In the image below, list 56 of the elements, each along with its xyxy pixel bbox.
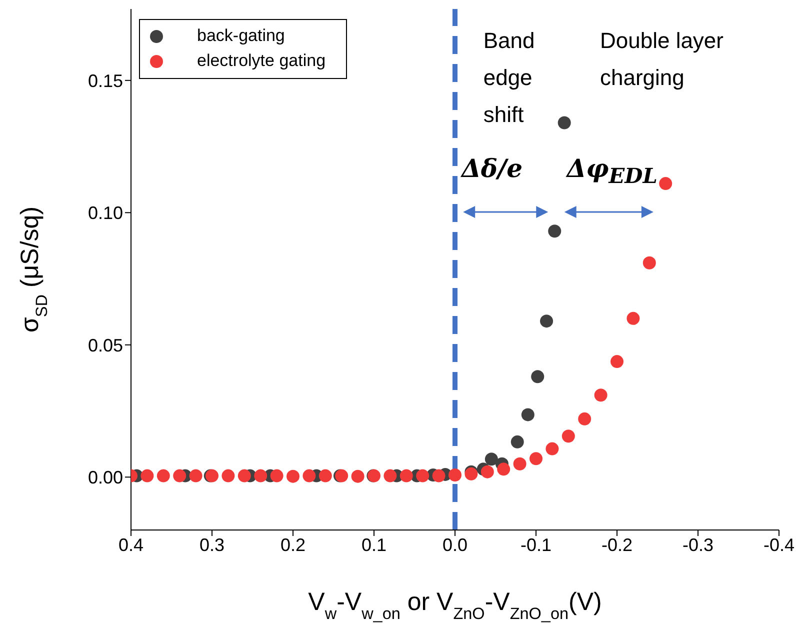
point [548, 224, 562, 238]
point [659, 177, 672, 190]
point [480, 465, 494, 478]
point [562, 430, 575, 443]
y-tick-label: 0.00 [88, 467, 123, 488]
point [302, 469, 316, 482]
point [642, 256, 656, 270]
point [318, 469, 332, 482]
annotation: Double layer charging [600, 27, 724, 92]
point [173, 469, 186, 482]
point [484, 452, 498, 466]
point [432, 469, 446, 482]
y-tick-label: 0.05 [88, 335, 123, 356]
point [448, 468, 462, 482]
x-tick-label: -0.4 [763, 534, 795, 555]
point [610, 355, 624, 368]
point [286, 470, 300, 483]
point [189, 469, 202, 482]
x-tick-label: 0.0 [442, 534, 468, 555]
x-tick-label: 0.1 [361, 534, 387, 555]
point [510, 435, 524, 448]
point [540, 314, 554, 328]
annotation: Δδ/e [461, 154, 523, 183]
point [558, 116, 571, 130]
point [521, 408, 534, 422]
x-tick-label: 0.2 [280, 534, 306, 555]
point [140, 469, 154, 482]
point [530, 452, 542, 466]
point [497, 462, 510, 476]
legend-label: electrolyte gating [197, 51, 326, 70]
y-tick-label: 0.15 [88, 70, 123, 91]
point [594, 388, 608, 402]
point [254, 469, 268, 482]
x-tick-label: -0.3 [682, 534, 714, 555]
y-tick-label: 0.10 [88, 203, 123, 224]
point [222, 469, 235, 482]
annotation: Band edge shift [483, 27, 536, 129]
text: V$_{w}$-V$_{w_on}$ or V$_{ZnO}$-V$_{ZnO_on}$(V) [308, 588, 602, 623]
point [156, 469, 170, 482]
point [531, 370, 544, 384]
point [513, 457, 526, 470]
legend-label: back-gating [197, 26, 285, 45]
point [416, 469, 430, 482]
x-tick-label: 0.4 [118, 534, 144, 555]
point [400, 469, 413, 482]
point [351, 470, 364, 483]
x-tick-label: -0.1 [520, 534, 552, 555]
point [578, 412, 592, 426]
point [546, 442, 559, 456]
point [384, 469, 397, 482]
x-tick-label: -0.2 [601, 534, 633, 555]
annotation: Δφ$_{EDL}$ [566, 154, 658, 188]
point [238, 469, 251, 482]
x-tick-label: 0.3 [199, 534, 225, 555]
point [626, 312, 640, 325]
point [270, 469, 284, 482]
